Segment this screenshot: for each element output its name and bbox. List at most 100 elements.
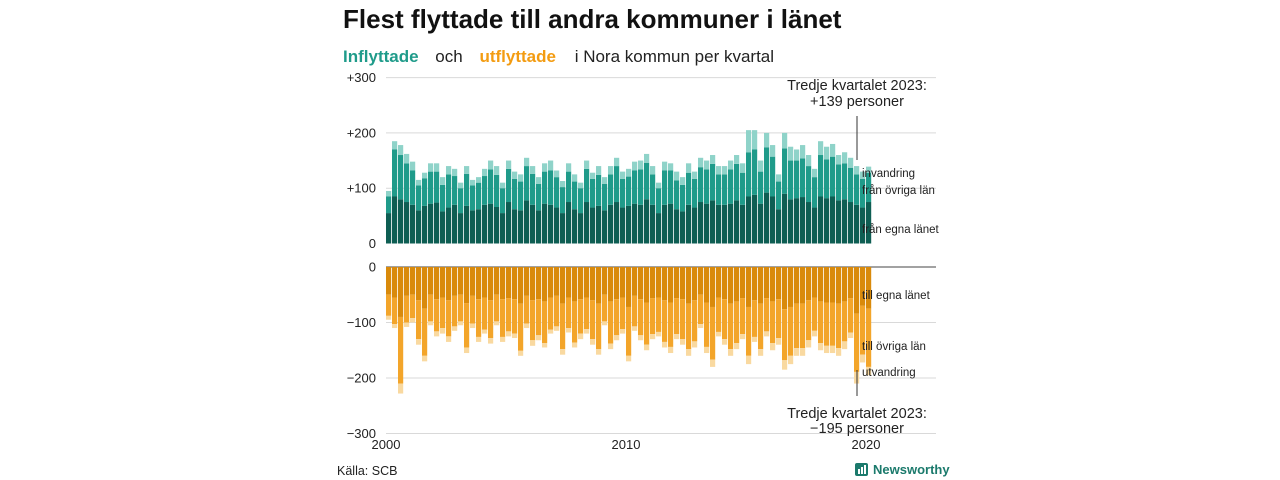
bar-in-local (758, 203, 764, 244)
bar-out-emigration (596, 349, 602, 355)
brand-logo: Newsworthy (855, 462, 950, 477)
bar-in-local (836, 200, 842, 244)
bar-out-local (764, 267, 770, 299)
bar-in-local (782, 193, 788, 244)
bar-in-local (476, 209, 482, 244)
bar-in-other (806, 166, 812, 203)
bar-in-immigration (650, 166, 656, 175)
bar-out-emigration (584, 329, 590, 334)
bar-in-other (518, 181, 524, 211)
bar-in-other (596, 174, 602, 206)
bar-out-emigration (656, 331, 662, 337)
bar-in-other (674, 180, 680, 210)
bar-in-immigration (746, 130, 752, 153)
bar-out-local (740, 267, 746, 299)
bar-in-local (686, 204, 692, 244)
bar-in-other (866, 172, 872, 203)
bar-out-emigration (686, 349, 692, 356)
bar-out-emigration (776, 338, 782, 345)
bar-out-other (794, 303, 800, 349)
bar-in-other (512, 178, 518, 210)
bar-out-other (554, 295, 560, 327)
bar-out-local (698, 267, 704, 295)
bar-out-emigration (452, 326, 458, 331)
bar-out-local (602, 267, 608, 295)
bar-out-local (806, 267, 812, 301)
bar-in-other (638, 169, 644, 205)
bar-out-emigration (470, 323, 476, 329)
bar-out-other (866, 308, 872, 367)
bar-in-other (440, 184, 446, 212)
bar-in-local (794, 198, 800, 244)
bar-out-emigration (806, 340, 812, 348)
bar-out-local (848, 267, 854, 299)
bar-out-other (686, 303, 692, 350)
bar-in-immigration (752, 130, 758, 150)
bar-in-immigration (854, 166, 860, 175)
bar-in-other (620, 178, 626, 208)
bar-out-other (536, 299, 542, 336)
bar-in-other (776, 181, 782, 210)
bar-out-emigration (662, 341, 668, 348)
bar-in-immigration (698, 157, 704, 168)
y-tick-label: −300 (347, 426, 376, 441)
bar-out-local (632, 267, 638, 296)
bar-in-immigration (572, 174, 578, 182)
bar-out-local (746, 267, 752, 307)
bar-in-other (830, 156, 836, 197)
bar-in-other (482, 176, 488, 205)
bar-in-immigration (836, 155, 842, 165)
bar-out-emigration (782, 360, 788, 370)
bar-out-local (686, 267, 692, 304)
bar-out-emigration (620, 329, 626, 334)
bar-in-immigration (638, 160, 644, 170)
bar-out-other (848, 298, 854, 333)
bar-in-immigration (476, 177, 482, 183)
bar-in-local (452, 204, 458, 244)
bar-in-local (776, 209, 782, 244)
bar-out-other (464, 303, 470, 348)
bar-in-immigration (554, 170, 560, 178)
bar-out-other (512, 299, 518, 334)
annotation-top-line2: +139 personer (810, 94, 904, 110)
bar-in-immigration (494, 166, 500, 175)
bar-out-other (626, 306, 632, 356)
bar-in-immigration (830, 143, 836, 157)
series-label-out: till egna länet (862, 290, 931, 302)
bar-in-local (722, 204, 728, 244)
bar-in-other (848, 167, 854, 203)
bar-out-other (416, 300, 422, 340)
bar-in-other (662, 170, 668, 205)
bar-out-emigration (446, 336, 452, 342)
bar-in-immigration (818, 141, 824, 156)
bar-out-local (674, 267, 680, 299)
bar-in-immigration (704, 160, 710, 170)
bar-out-emigration (416, 339, 422, 345)
x-axis: 2000 2010 2020 (372, 437, 881, 452)
bar-out-emigration (650, 334, 656, 340)
bar-out-emigration (602, 321, 608, 326)
bar-out-emigration (638, 335, 644, 341)
bar-out-local (734, 267, 740, 302)
bar-in-local (770, 196, 776, 244)
bar-out-local (614, 267, 620, 300)
bar-out-local (854, 267, 860, 314)
bar-in-local (830, 196, 836, 244)
bar-in-immigration (548, 160, 554, 171)
bar-out-emigration (740, 334, 746, 340)
bar-in-other (740, 172, 746, 205)
bar-out-local (710, 267, 716, 307)
bar-in-local (428, 203, 434, 244)
bar-out-local (422, 267, 428, 309)
bar-in-other (488, 169, 494, 204)
bar-in-immigration (626, 168, 632, 177)
bar-out-local (440, 267, 446, 298)
bar-out-local (548, 267, 554, 298)
bar-in-immigration (800, 145, 806, 159)
newsworthy-icon-bar3 (864, 465, 866, 474)
bar-out-other (590, 300, 596, 340)
bar-in-local (674, 209, 680, 244)
bar-in-other (464, 173, 470, 206)
bar-in-local (404, 202, 410, 244)
bar-in-local (800, 197, 806, 244)
